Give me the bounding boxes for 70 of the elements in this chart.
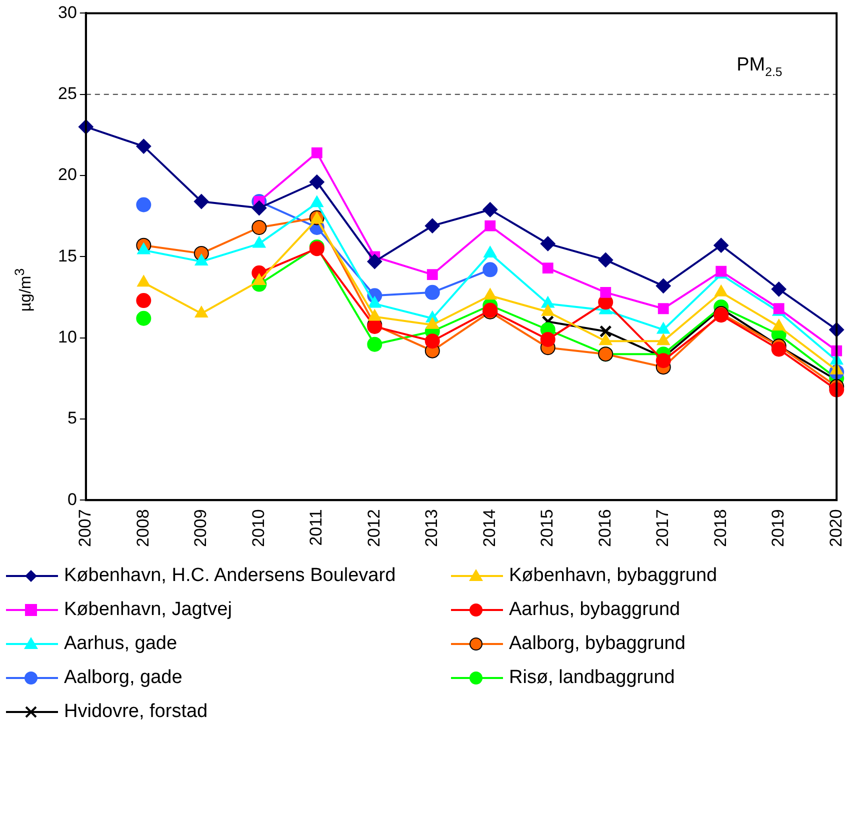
point — [484, 220, 496, 232]
point — [136, 293, 152, 308]
x-tick-label: 2014 — [480, 509, 499, 548]
x-tick-label: 2013 — [422, 509, 442, 548]
x-tick-label: 2016 — [595, 509, 614, 548]
point — [771, 282, 786, 297]
y-tick-label: 20 — [58, 165, 77, 184]
point — [542, 262, 554, 274]
point — [540, 332, 556, 347]
y-tick-label: 0 — [67, 490, 77, 509]
legend-label: Aarhus, bybaggrund — [509, 599, 680, 621]
legend-label: Aalborg, gade — [64, 667, 182, 689]
point — [598, 252, 614, 268]
point — [252, 220, 267, 235]
point — [599, 334, 612, 346]
point — [600, 286, 612, 298]
point — [599, 325, 612, 338]
point — [656, 334, 670, 346]
y-tick-label: 30 — [58, 2, 77, 22]
point — [252, 200, 267, 216]
point — [137, 242, 150, 254]
point — [136, 138, 152, 154]
x-tick-label: 2019 — [768, 509, 788, 548]
y-tick-label: 5 — [67, 408, 77, 428]
x-tick-label: 2010 — [248, 509, 268, 548]
y-tick-label: 25 — [58, 84, 77, 104]
point — [252, 236, 266, 248]
point — [137, 275, 150, 287]
legend-label: København, H.C. Andersens Boulevard — [64, 565, 396, 587]
point — [309, 174, 324, 190]
x-tick-label: 2011 — [306, 509, 326, 546]
point — [424, 284, 440, 300]
legend-label: Hvidovre, forstad — [64, 701, 208, 723]
x-tick-label: 2020 — [826, 509, 846, 548]
point — [656, 353, 671, 368]
point — [194, 194, 209, 209]
point — [310, 196, 324, 208]
point — [252, 274, 266, 286]
legend-label: København, Jagtvej — [64, 599, 232, 621]
legend-label: Risø, landbaggrund — [509, 667, 675, 689]
legend-label: Aarhus, gade — [64, 633, 178, 655]
x-tick-label: 2007 — [76, 509, 95, 548]
point — [367, 336, 382, 352]
point — [426, 269, 438, 280]
legend-label: Aalborg, bybaggrund — [509, 633, 686, 655]
x-tick-label: 2012 — [364, 509, 384, 548]
point — [424, 218, 440, 234]
point — [771, 342, 786, 357]
point — [482, 262, 498, 278]
x-tick-label: 2015 — [538, 509, 557, 548]
point — [424, 334, 440, 349]
point — [482, 202, 498, 218]
y-tick-label: 10 — [58, 328, 77, 347]
x-tick-label: 2018 — [710, 509, 730, 548]
point — [540, 236, 556, 252]
point — [311, 147, 322, 158]
legend-label: København, bybaggrund — [509, 565, 718, 587]
point — [136, 197, 152, 212]
x-tick-label: 2017 — [653, 509, 672, 548]
point — [194, 306, 208, 318]
point — [714, 238, 729, 253]
point — [658, 303, 669, 314]
point — [136, 310, 152, 326]
x-tick-label: 2008 — [133, 509, 152, 548]
point — [656, 278, 671, 294]
y-tick-label: 15 — [58, 246, 77, 266]
point — [367, 254, 382, 270]
point — [484, 288, 497, 300]
x-tick-label: 2009 — [191, 509, 210, 548]
point — [194, 254, 208, 266]
